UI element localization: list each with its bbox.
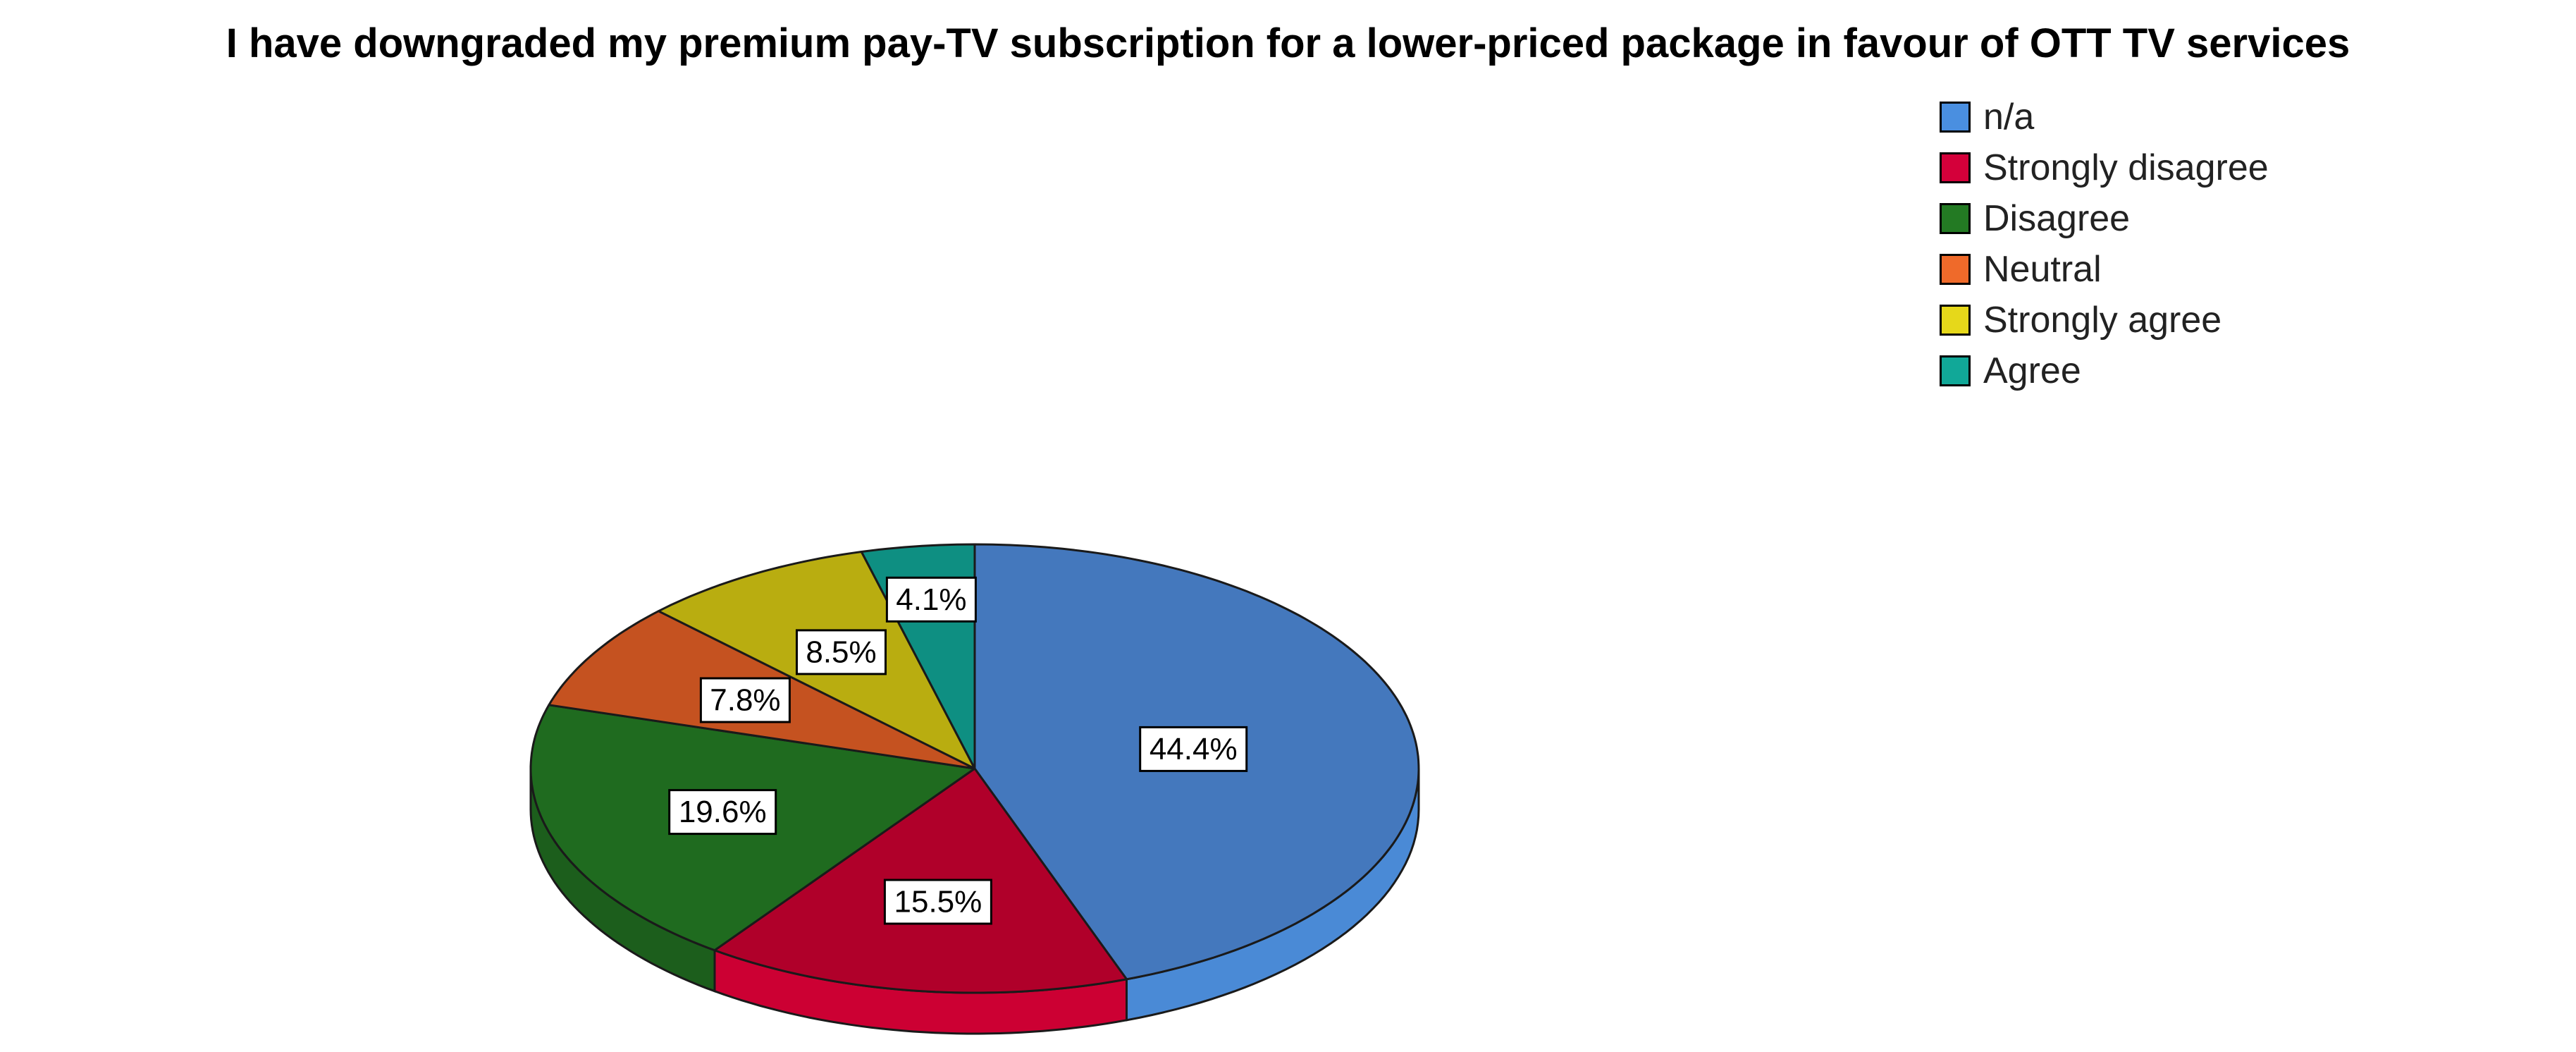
- pie-data-labels: 44.4% 15.5% 19.6% 7.8% 8.5% 4.1%: [668, 576, 1248, 925]
- data-label-box: [699, 677, 791, 723]
- data-label-text: 4.1%: [896, 582, 966, 617]
- data-label-strongly-agree: 8.5%: [796, 629, 887, 675]
- legend-label: Strongly disagree: [1983, 147, 2269, 188]
- data-label-text: 15.5%: [894, 885, 982, 919]
- data-label-text: 19.6%: [679, 795, 767, 829]
- legend-swatch: [1940, 102, 1971, 133]
- legend-swatch: [1940, 305, 1971, 336]
- data-label-text: 7.8%: [710, 683, 780, 718]
- data-label-disagree: 19.6%: [668, 789, 777, 836]
- data-label-n-a: 44.4%: [1139, 726, 1248, 772]
- legend-swatch: [1940, 203, 1971, 234]
- legend-label: Agree: [1983, 350, 2081, 391]
- legend-label: Neutral: [1983, 249, 2102, 290]
- data-label-agree: 4.1%: [885, 576, 977, 623]
- chart-title: I have downgraded my premium pay-TV subs…: [226, 20, 2350, 66]
- legend-label: Strongly agree: [1983, 300, 2222, 341]
- data-label-box: [883, 879, 992, 925]
- legend-item-strongly-agree: Strongly agree: [1940, 295, 2269, 345]
- legend-item-n-a: n/a: [1940, 92, 2269, 142]
- data-label-text: 44.4%: [1150, 732, 1238, 766]
- data-label-box: [796, 629, 887, 675]
- data-label-neutral: 7.8%: [699, 677, 791, 723]
- chart-legend: n/a Strongly disagree Disagree Neutral Stron…: [1940, 92, 2269, 396]
- legend-item-agree: Agree: [1940, 345, 2269, 396]
- data-label-box: [885, 576, 977, 623]
- legend-item-neutral: Neutral: [1940, 244, 2269, 295]
- data-label-text: 8.5%: [806, 635, 876, 669]
- data-label-box: [668, 789, 777, 836]
- data-label-strongly-disagree: 15.5%: [883, 879, 992, 925]
- legend-label: Disagree: [1983, 198, 2131, 239]
- legend-item-strongly-disagree: Strongly disagree: [1940, 142, 2269, 193]
- legend-swatch: [1940, 355, 1971, 386]
- legend-swatch: [1940, 152, 1971, 183]
- legend-item-disagree: Disagree: [1940, 193, 2269, 244]
- data-label-box: [1139, 726, 1248, 772]
- legend-swatch: [1940, 254, 1971, 285]
- legend-label: n/a: [1983, 97, 2035, 137]
